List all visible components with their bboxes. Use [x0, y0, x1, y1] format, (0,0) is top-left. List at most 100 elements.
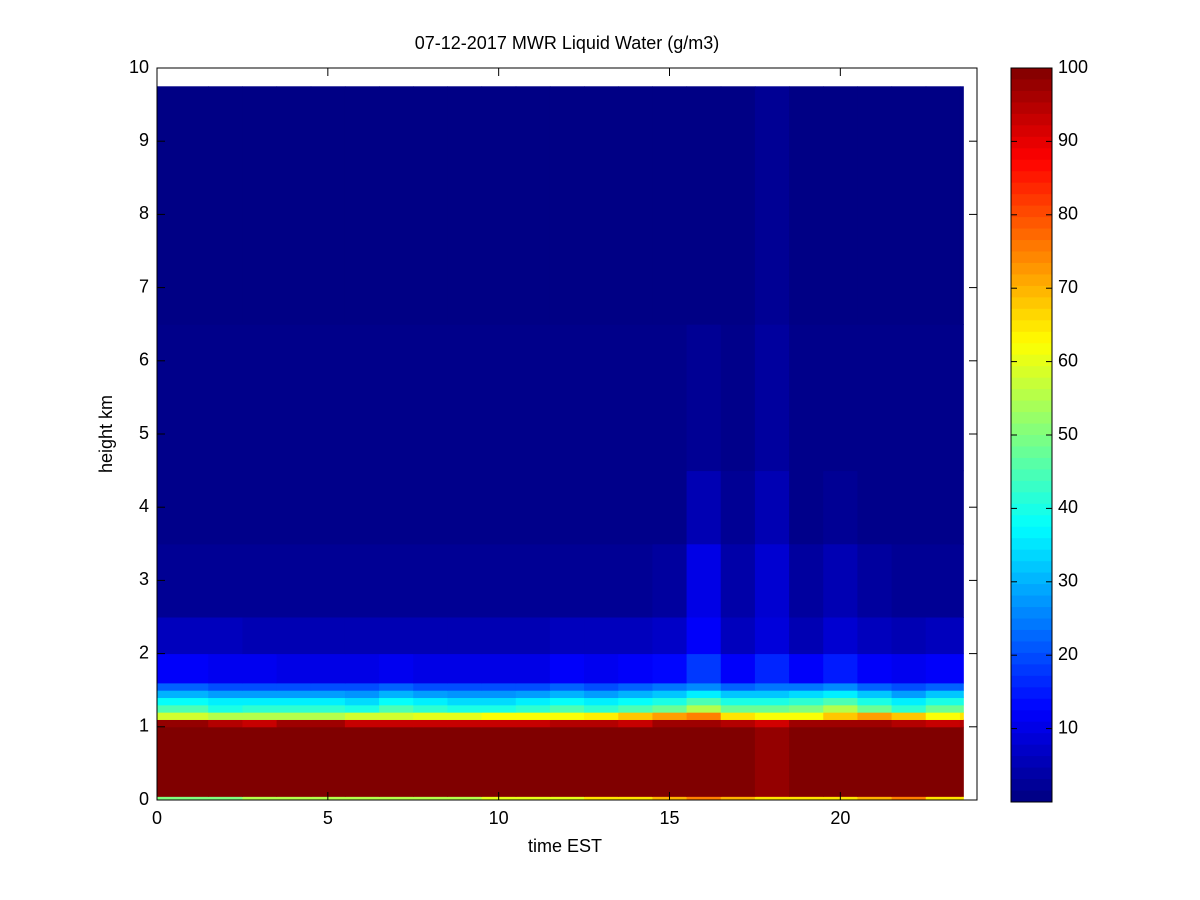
heat-cell — [413, 324, 448, 472]
heat-cell — [447, 653, 483, 684]
heat-cell — [413, 726, 448, 797]
heat-cell — [242, 86, 278, 325]
heat-cell — [413, 712, 448, 720]
heat-cell — [310, 712, 346, 720]
heat-cell — [720, 704, 756, 713]
heat-cell — [686, 617, 722, 655]
heat-cell — [242, 682, 278, 691]
heat-cell — [276, 324, 312, 472]
heat-cell — [823, 690, 858, 699]
heat-cell — [276, 682, 312, 691]
colorbar-swatch — [1011, 205, 1052, 218]
heat-cell — [857, 470, 893, 545]
heat-cell — [481, 712, 517, 720]
heat-cell — [686, 697, 722, 706]
heat-cell — [515, 719, 551, 728]
heat-cell — [584, 690, 619, 699]
heat-cell — [652, 617, 688, 655]
heat-cell — [208, 704, 243, 713]
heat-cell — [686, 690, 722, 699]
heat-cell — [857, 719, 893, 728]
heat-cell — [379, 324, 414, 472]
heat-cell — [584, 697, 619, 706]
heat-cell — [549, 726, 585, 797]
heat-cell — [413, 690, 448, 699]
heat-cell — [276, 796, 312, 801]
heat-cell — [379, 617, 414, 655]
colorbar-swatch — [1011, 308, 1052, 321]
colorbar-swatch — [1011, 113, 1052, 126]
heat-cell — [754, 682, 790, 691]
heat-cell — [652, 682, 688, 691]
colorbar-swatch — [1011, 790, 1052, 803]
heat-cell — [959, 682, 964, 691]
heat-cell — [515, 712, 551, 720]
x-tick-label: 0 — [152, 808, 162, 828]
heat-cell — [481, 324, 517, 472]
heat-cell — [379, 796, 414, 801]
heat-cell — [823, 324, 858, 472]
heat-cell — [584, 726, 619, 797]
colorbar-swatch — [1011, 733, 1052, 746]
heat-cell — [925, 690, 961, 699]
heat-cell — [754, 726, 790, 797]
heat-cell — [925, 324, 961, 472]
heat-cell — [379, 697, 414, 706]
heat-cell — [959, 726, 964, 797]
heat-cell — [618, 470, 653, 545]
heat-cell — [959, 719, 964, 728]
colorbar-tick-label: 40 — [1058, 497, 1078, 517]
heat-cell — [959, 704, 964, 713]
heat-cell — [823, 543, 858, 618]
heat-cell — [242, 712, 278, 720]
colorbar-tick-label: 60 — [1058, 350, 1078, 370]
heat-cell — [891, 653, 927, 684]
colorbar-swatch — [1011, 595, 1052, 608]
heat-cell — [242, 719, 278, 728]
colorbar-swatch — [1011, 297, 1052, 310]
heat-cell — [789, 653, 824, 684]
colorbar-swatch — [1011, 629, 1052, 642]
colorbar-swatch — [1011, 366, 1052, 379]
heat-cell — [379, 653, 414, 684]
y-tick-label: 8 — [139, 203, 149, 223]
heat-cell — [652, 543, 688, 618]
heat-cell — [925, 682, 961, 691]
heat-cell — [720, 543, 756, 618]
colorbar-swatch — [1011, 148, 1052, 161]
x-tick-label: 10 — [489, 808, 509, 828]
heat-cell — [891, 324, 927, 472]
colorbar-swatch — [1011, 240, 1052, 252]
heat-cell — [549, 796, 585, 801]
heat-cell — [276, 704, 312, 713]
x-tick-label: 5 — [323, 808, 333, 828]
heat-cell — [857, 712, 893, 720]
heat-cell — [891, 697, 927, 706]
heat-cell — [208, 690, 243, 699]
heat-cell — [857, 617, 893, 655]
heat-cell — [344, 617, 380, 655]
heat-cell — [686, 653, 722, 684]
heat-cell — [584, 719, 619, 728]
colorbar-swatch — [1011, 641, 1052, 654]
heat-cell — [208, 719, 243, 728]
heat-cell — [447, 690, 483, 699]
heat-cell — [276, 653, 312, 684]
heat-cell — [549, 543, 585, 618]
heat-cell — [447, 324, 483, 472]
heat-cell — [379, 682, 414, 691]
heat-cell — [344, 712, 380, 720]
heat-cell — [208, 86, 243, 325]
heat-cell — [789, 712, 824, 720]
heat-cell — [310, 543, 346, 618]
heat-cell — [515, 682, 551, 691]
heat-cell — [754, 690, 790, 699]
colorbar-swatch — [1011, 618, 1052, 631]
heat-cell — [481, 682, 517, 691]
colorbar-tick-label: 50 — [1058, 424, 1078, 444]
heat-cell — [959, 324, 964, 472]
heat-cell — [925, 726, 961, 797]
colorbar-swatch — [1011, 194, 1052, 207]
colorbar-swatch — [1011, 331, 1052, 344]
colorbar-tick-label: 90 — [1058, 130, 1078, 150]
